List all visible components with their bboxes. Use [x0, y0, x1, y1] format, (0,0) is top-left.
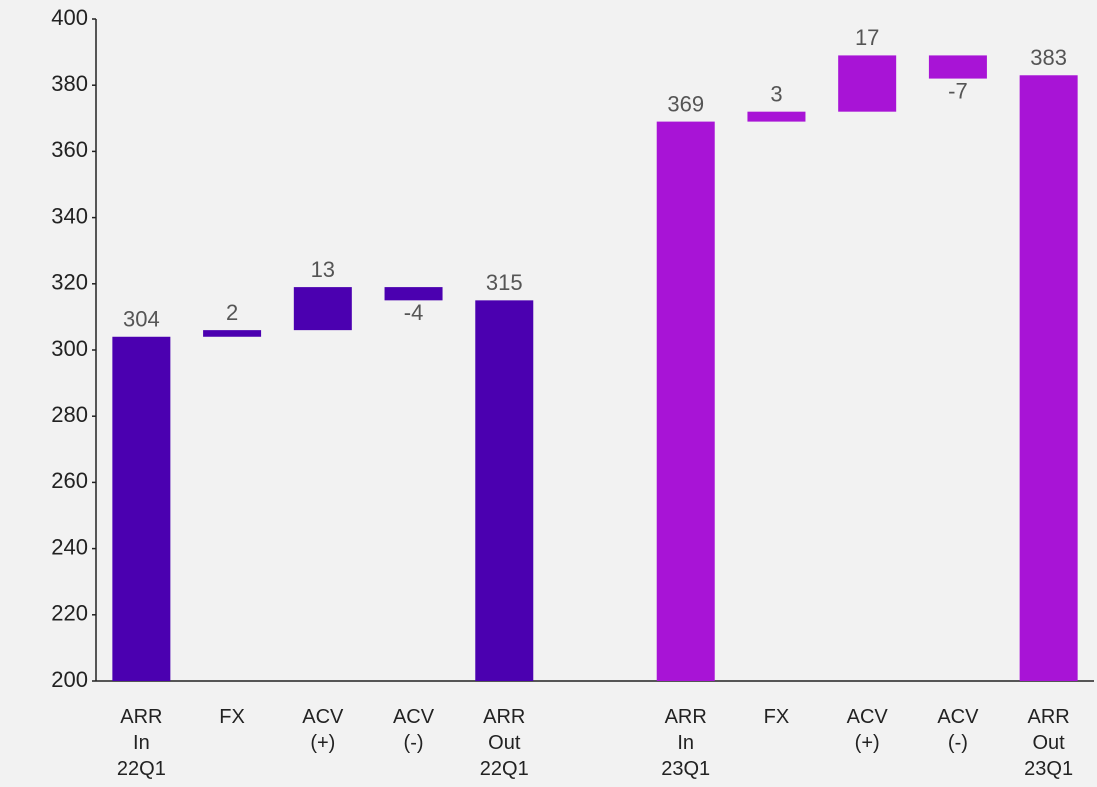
y-tick-label: 320: [51, 270, 88, 295]
x-tick-label: ACV (-): [937, 706, 979, 754]
y-tick-label: 400: [51, 5, 88, 30]
bar: [203, 330, 262, 337]
bar: [112, 336, 171, 681]
y-tick-label: 240: [51, 534, 88, 559]
y-tick-label: 380: [51, 71, 88, 96]
x-tick-label: ARR Out 23Q1: [1024, 706, 1074, 780]
x-tick-label: ACV (+): [302, 706, 344, 754]
y-tick-label: 360: [51, 137, 88, 162]
x-tick-label: ARR In 22Q1: [116, 706, 166, 780]
value-label: 13: [311, 257, 335, 282]
value-label: -7: [948, 78, 968, 103]
x-tick-label: ACV (-): [392, 706, 435, 754]
value-label: 315: [486, 270, 523, 295]
x-tick-label: ARR Out 22Q1: [479, 706, 529, 780]
x-tick-label: FX: [763, 706, 790, 728]
y-tick-label: 200: [51, 667, 88, 692]
x-tick-label: ACV (+): [846, 706, 888, 754]
y-tick-label: 220: [51, 601, 88, 626]
value-label: 383: [1030, 45, 1067, 70]
bar: [293, 287, 352, 331]
bar: [1019, 75, 1078, 681]
bar: [384, 287, 443, 301]
y-tick-label: 260: [51, 468, 88, 493]
bar: [838, 55, 897, 112]
value-label: -4: [404, 300, 424, 325]
bar: [747, 111, 806, 122]
y-tick-label: 280: [51, 402, 88, 427]
bar: [656, 121, 715, 682]
bar: [928, 55, 987, 79]
x-tick-label: ARR In 23Q1: [661, 706, 711, 780]
y-tick-label: 300: [51, 336, 88, 361]
value-label: 3: [770, 81, 782, 106]
bar: [475, 300, 534, 681]
value-label: 2: [226, 300, 238, 325]
y-tick-label: 340: [51, 203, 88, 228]
value-label: 369: [667, 91, 704, 116]
x-tick-label: FX: [219, 706, 245, 728]
value-label: 304: [123, 307, 160, 332]
value-label: 17: [855, 25, 879, 50]
